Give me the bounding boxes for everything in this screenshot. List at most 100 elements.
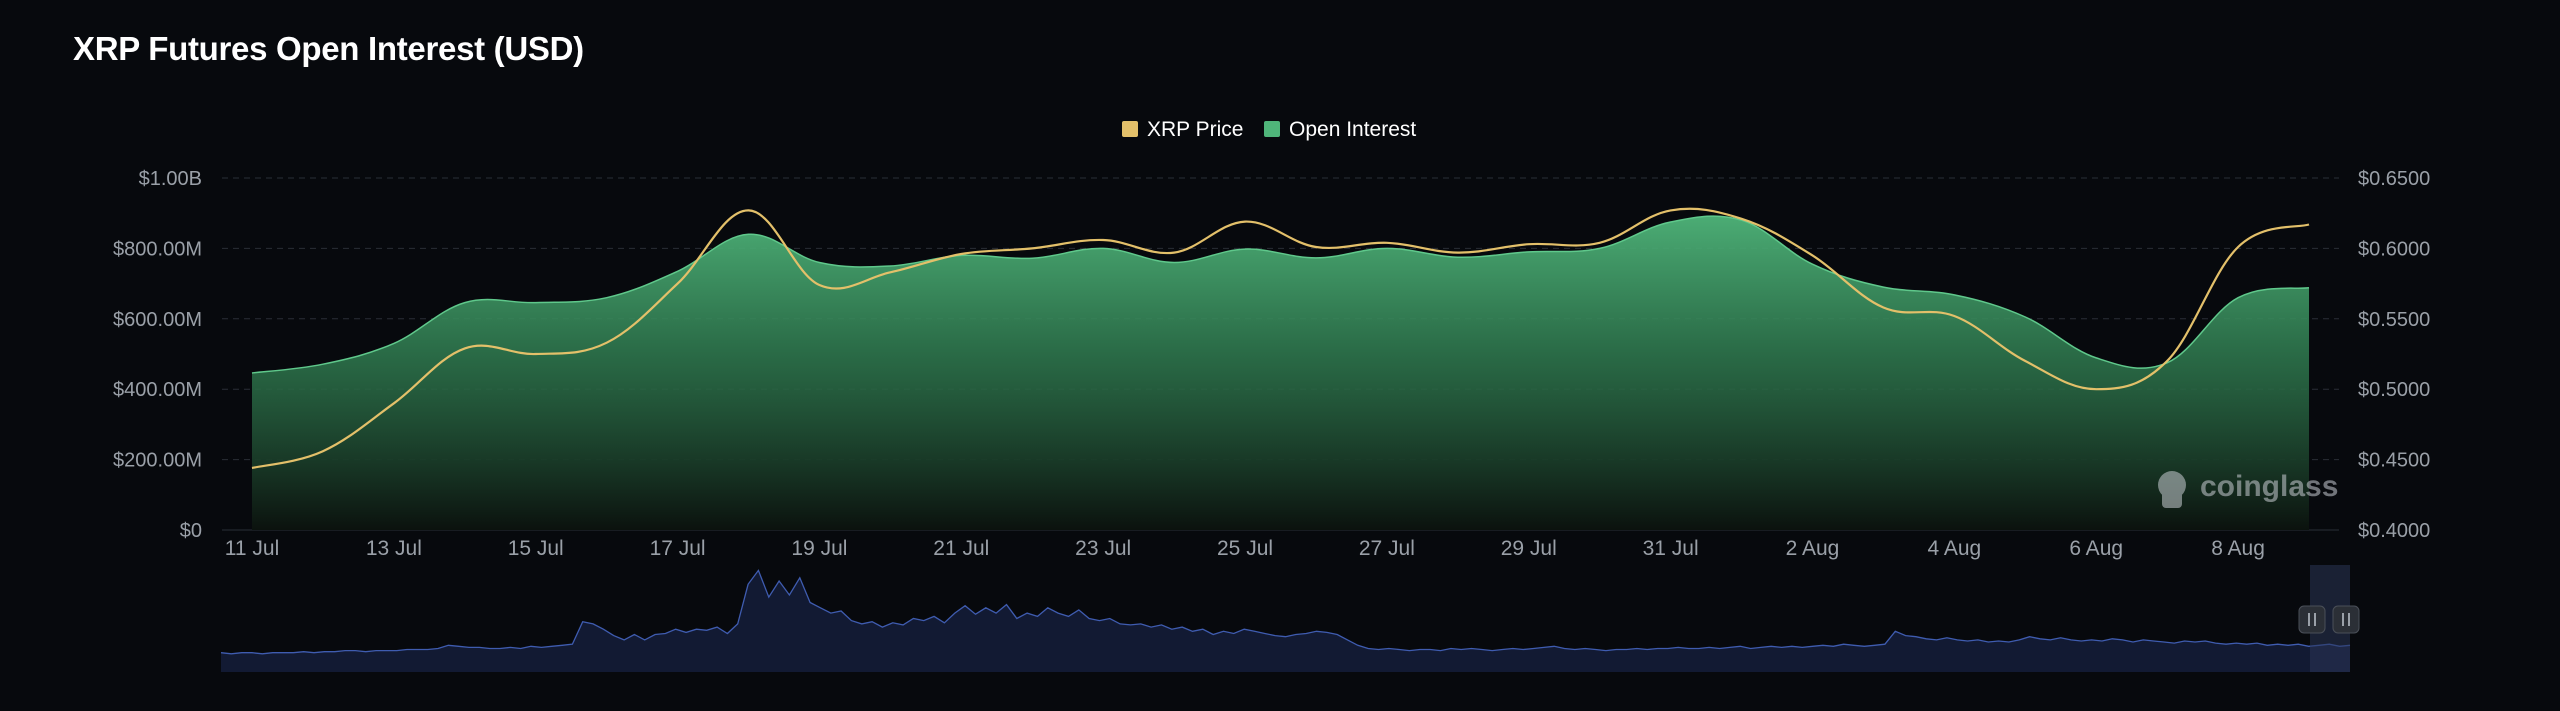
legend-swatch (1122, 121, 1138, 137)
y-left-tick-label: $400.00M (113, 379, 202, 401)
xrp-price-point (1881, 306, 1885, 310)
y-left-tick-label: $800.00M (113, 238, 202, 260)
open-interest-point (605, 296, 609, 300)
coinglass-watermark: coinglass (2158, 470, 2338, 508)
xrp-price-line (251, 207, 2310, 470)
y-axis-right: $0.4000 $0.4500 $0.5000 $0.5500 $0.6000 $0.65… (2358, 168, 2430, 542)
open-interest-point (888, 264, 892, 268)
legend-open-interest[interactable]: Open Interest (1264, 118, 1416, 141)
y-right-tick-label: $0.6500 (2358, 168, 2430, 190)
open-interest-point (817, 260, 821, 264)
x-tick-label: 15 Jul (508, 537, 564, 560)
open-interest-point (250, 371, 254, 375)
xrp-price-point (1243, 220, 1247, 224)
y-right-tick-label: $0.6000 (2358, 238, 2430, 260)
y-left-tick-label: $600.00M (113, 309, 202, 331)
navigator-right-handle[interactable] (2332, 605, 2360, 634)
open-interest-point (676, 269, 680, 273)
xrp-price-point (2307, 222, 2311, 226)
open-interest-point (1101, 246, 1105, 250)
open-interest-point (1314, 256, 1318, 260)
xrp-price-point (1314, 245, 1318, 249)
x-tick-label: 11 Jul (225, 537, 279, 560)
xrp-price-point (1101, 238, 1105, 242)
open-interest-point (392, 341, 396, 345)
open-interest-line (251, 215, 2310, 374)
xrp-price-point (605, 341, 609, 345)
navigator-left-handle[interactable] (2298, 605, 2326, 634)
y-left-tick-label: $1.00B (139, 168, 202, 190)
y-axis-left: $0 $200.00M $400.00M $600.00M $800.00M $1.00B (113, 168, 202, 542)
legend-xrp-price[interactable]: XRP Price (1122, 118, 1243, 141)
open-interest-area (252, 216, 2309, 530)
x-tick-label: 4 Aug (1927, 537, 1981, 560)
x-tick-label: 2 Aug (1786, 537, 1840, 560)
open-interest-point (2307, 286, 2311, 290)
open-interest-point (2236, 296, 2240, 300)
open-interest-point (2094, 356, 2098, 360)
xrp-price-point (1740, 217, 1744, 221)
xrp-price-point (1030, 246, 1034, 250)
legend-swatch (1264, 121, 1280, 137)
open-interest-point (1385, 246, 1389, 250)
legend: XRP Price Open Interest (1122, 118, 1416, 141)
y-right-tick-label: $0.4500 (2358, 450, 2430, 472)
y-left-tick-label: $200.00M (113, 450, 202, 472)
xrp-price-point (250, 466, 254, 470)
x-tick-label: 13 Jul (366, 537, 422, 560)
xrp-price-point (1385, 241, 1389, 245)
xrp-price-point (1598, 241, 1602, 245)
x-tick-label: 31 Jul (1643, 537, 1699, 560)
xrp-price-point (676, 282, 680, 286)
xrp-price-point (1810, 253, 1814, 257)
x-tick-label: 8 Aug (2211, 537, 2265, 560)
open-interest-point (534, 301, 538, 305)
y-right-tick-label: $0.5000 (2358, 379, 2430, 401)
xrp-price-point (1527, 242, 1531, 246)
xrp-price-point (1952, 314, 1956, 318)
xrp-price-point (2094, 387, 2098, 391)
xrp-price-point (463, 346, 467, 350)
open-interest-point (1527, 250, 1531, 254)
open-interest-point (1598, 246, 1602, 250)
open-interest-point (1669, 220, 1673, 224)
open-interest-point (1952, 293, 1956, 297)
x-tick-label: 27 Jul (1359, 537, 1415, 560)
x-tick-label: 23 Jul (1075, 537, 1131, 560)
open-interest-point (1243, 247, 1247, 251)
xrp-price-point (1669, 208, 1673, 212)
y-right-tick-label: $0.4000 (2358, 520, 2430, 542)
open-interest-point (1030, 256, 1034, 260)
xrp-price-point (2023, 359, 2027, 363)
xrp-price-point (2165, 359, 2169, 363)
xrp-price-point (888, 270, 892, 274)
xrp-price-point (1172, 251, 1176, 255)
open-interest-point (1172, 260, 1176, 264)
watermark-text: coinglass (2200, 470, 2338, 503)
xrp-price-point (534, 352, 538, 356)
xrp-price-point (1456, 251, 1460, 255)
x-tick-label: 6 Aug (2069, 537, 2123, 560)
navigator-area (221, 570, 2350, 672)
x-tick-label: 17 Jul (650, 537, 706, 560)
range-navigator[interactable] (220, 565, 2360, 672)
xrp-price-point (747, 208, 751, 212)
open-interest-point (1456, 255, 1460, 259)
xrp-price-point (392, 401, 396, 405)
x-tick-label: 29 Jul (1501, 537, 1557, 560)
x-tick-label: 25 Jul (1217, 537, 1273, 560)
xrp-price-point (959, 252, 963, 256)
open-interest-point (321, 362, 325, 366)
xrp-price-point (817, 283, 821, 287)
open-interest-point (2023, 315, 2027, 319)
x-axis: 11 Jul 13 Jul 15 Jul 17 Jul 19 Jul 21 Jul 23 J… (225, 537, 2265, 560)
open-interest-point (1810, 262, 1814, 266)
open-interest-point (747, 232, 751, 236)
xrp-price-point (321, 449, 325, 453)
chart-title: XRP Futures Open Interest (USD) (73, 30, 584, 67)
xrp-price-point (2236, 245, 2240, 249)
x-tick-label: 19 Jul (791, 537, 847, 560)
open-interest-point (1881, 285, 1885, 289)
